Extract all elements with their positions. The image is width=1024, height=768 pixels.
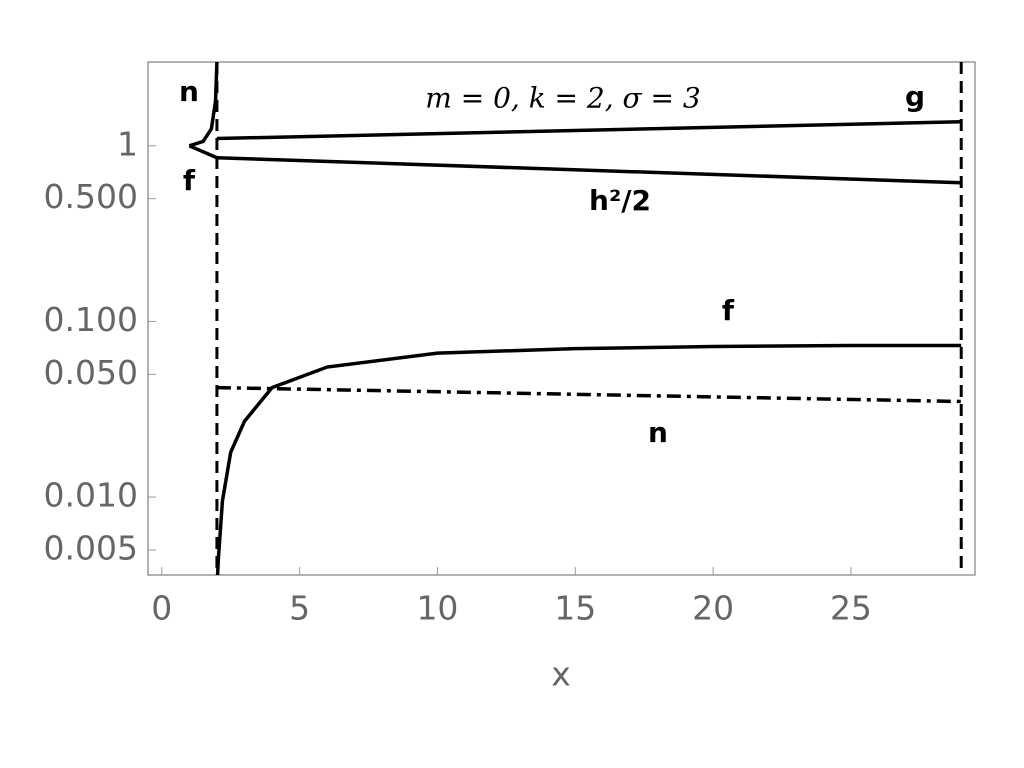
x-tick-label: 15 [554,589,596,628]
annotation: m = 0, k = 2, σ = 3 [425,82,700,115]
x-tick-label: 5 [289,589,310,628]
series-line [188,144,218,160]
series-label: n [648,416,668,449]
x-tick-label: 20 [692,589,734,628]
x-tick-label: 25 [830,589,872,628]
series-label: g [905,80,925,113]
y-tick-label: 0.005 [44,528,138,567]
x-tick-label: 10 [416,589,458,628]
series-label: f [722,294,735,327]
series-line [216,120,962,141]
series-label: h²/2 [589,184,651,217]
series-line [216,385,962,404]
x-axis-label: x [551,655,571,694]
y-tick-label: 0.010 [44,476,138,515]
y-tick-label: 0.500 [44,177,138,216]
plot-area [188,62,962,575]
series-line [216,155,962,185]
plot-frame [147,61,976,576]
series-label: f [183,164,196,197]
series-label: n [179,75,199,108]
series-line [215,343,962,575]
y-tick-label: 1 [117,124,138,163]
x-tick-label: 0 [151,589,172,628]
y-tick-label: 0.100 [44,300,138,339]
y-tick-label: 0.050 [44,353,138,392]
